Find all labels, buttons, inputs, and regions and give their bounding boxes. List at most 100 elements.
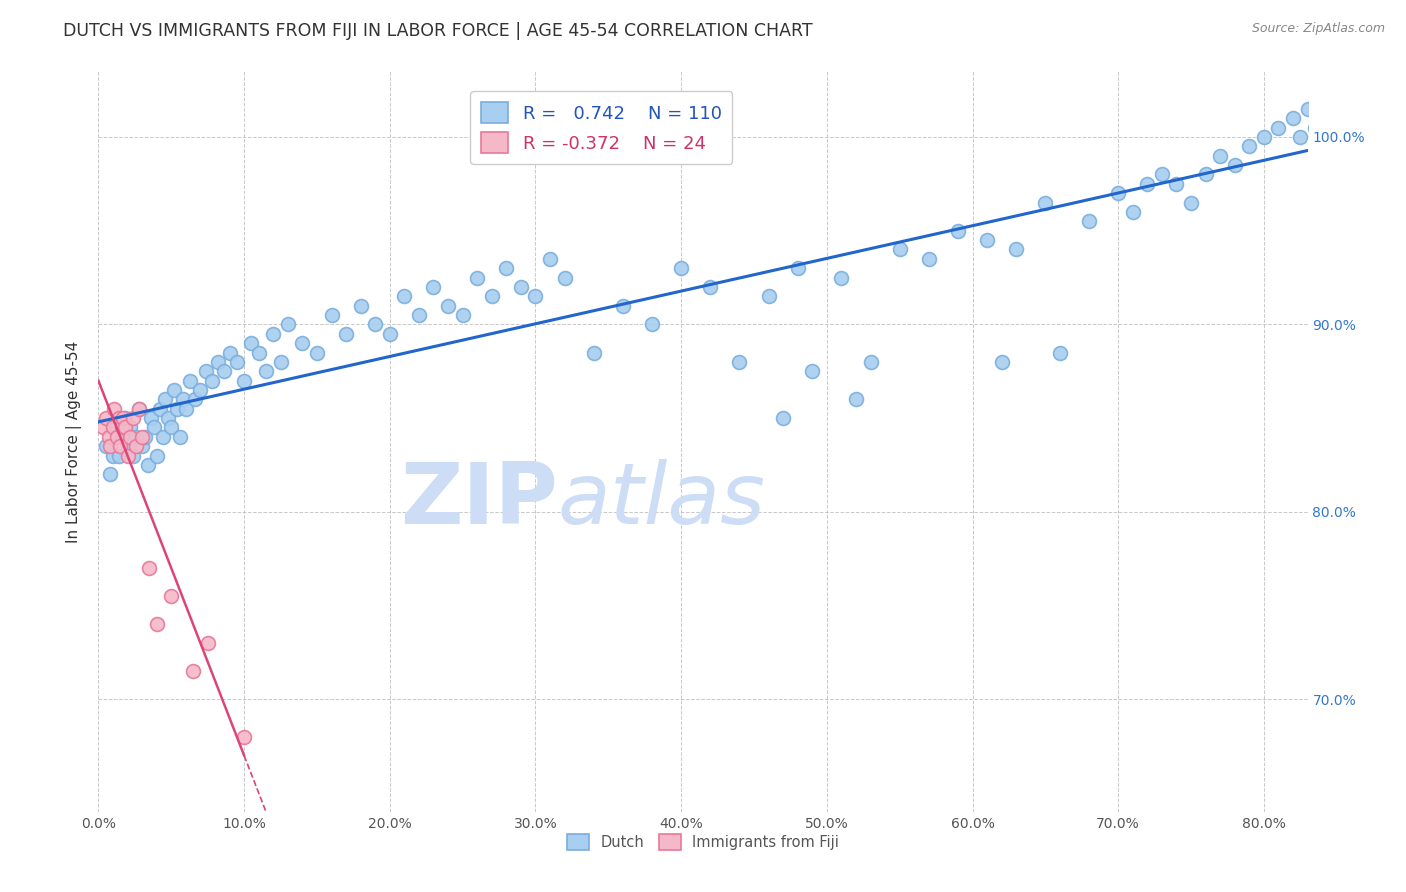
Point (946, 224, 969, 238)
Point (201, 374, 224, 388)
Point (160, 589, 183, 603)
Point (1122, 205, 1144, 219)
Point (1303, 120, 1326, 135)
Point (172, 392, 194, 407)
Point (1319, 93, 1341, 107)
Point (131, 439, 153, 453)
Point (582, 345, 605, 359)
Point (350, 299, 373, 313)
Point (1326, 102, 1348, 116)
Point (509, 280, 531, 294)
Point (1005, 243, 1028, 257)
Point (801, 364, 824, 378)
Point (481, 289, 503, 303)
Point (1239, 139, 1261, 153)
Point (1107, 186, 1129, 201)
Point (101, 449, 124, 463)
Point (1078, 214, 1101, 228)
Point (128, 401, 150, 416)
Point (1362, 93, 1385, 107)
Point (321, 308, 343, 322)
Point (1333, 120, 1355, 135)
Point (134, 430, 156, 444)
Point (183, 392, 205, 407)
Point (190, 383, 212, 397)
Point (218, 345, 240, 359)
Point (125, 430, 148, 444)
Point (125, 439, 148, 453)
Point (101, 420, 124, 434)
Point (889, 243, 911, 257)
Point (174, 401, 197, 416)
Point (136, 458, 159, 472)
Point (990, 355, 1012, 369)
Point (212, 364, 235, 378)
Point (111, 430, 134, 444)
Point (195, 364, 218, 378)
Point (451, 308, 474, 322)
Text: atlas: atlas (558, 459, 766, 542)
Point (94, 411, 117, 425)
Point (98, 439, 121, 453)
Point (437, 299, 460, 313)
Point (1354, 102, 1376, 116)
Point (728, 355, 751, 369)
Point (254, 364, 277, 378)
Point (1166, 177, 1188, 191)
Point (277, 318, 299, 332)
Point (128, 401, 150, 416)
Point (117, 449, 139, 463)
Point (918, 252, 941, 266)
Point (149, 401, 172, 416)
Point (139, 411, 162, 425)
Point (1033, 195, 1056, 210)
Point (1282, 112, 1305, 126)
Point (181, 664, 204, 678)
Point (830, 270, 852, 285)
Text: DUTCH VS IMMIGRANTS FROM FIJI IN LABOR FORCE | AGE 45-54 CORRELATION CHART: DUTCH VS IMMIGRANTS FROM FIJI IN LABOR F… (63, 22, 813, 40)
Point (120, 420, 142, 434)
Point (859, 355, 882, 369)
Point (110, 439, 132, 453)
Point (138, 561, 160, 575)
Point (163, 383, 186, 397)
Point (612, 299, 634, 313)
Point (152, 430, 174, 444)
Point (98, 467, 121, 482)
Point (394, 289, 416, 303)
Point (91, 420, 114, 434)
Point (97, 430, 120, 444)
Point (117, 439, 139, 453)
Point (554, 270, 576, 285)
Point (131, 430, 153, 444)
Point (305, 345, 328, 359)
Point (160, 420, 183, 434)
Point (1049, 345, 1071, 359)
Point (233, 730, 256, 744)
Point (262, 326, 284, 341)
Point (1209, 149, 1232, 163)
Point (111, 420, 134, 434)
Point (197, 636, 219, 650)
Point (145, 617, 167, 632)
Point (94, 439, 117, 453)
Point (641, 318, 664, 332)
Point (1223, 158, 1246, 172)
Point (1194, 168, 1216, 182)
Point (114, 420, 136, 434)
Point (422, 280, 444, 294)
Point (1296, 102, 1319, 116)
Point (524, 289, 547, 303)
Point (669, 261, 692, 276)
Point (155, 392, 177, 407)
Point (247, 345, 270, 359)
Point (207, 355, 229, 369)
Point (786, 261, 808, 276)
Point (1289, 130, 1312, 145)
Point (378, 326, 401, 341)
Point (225, 355, 247, 369)
Point (465, 270, 488, 285)
Point (157, 411, 180, 425)
Legend: Dutch, Immigrants from Fiji: Dutch, Immigrants from Fiji (561, 828, 845, 856)
Point (845, 392, 868, 407)
